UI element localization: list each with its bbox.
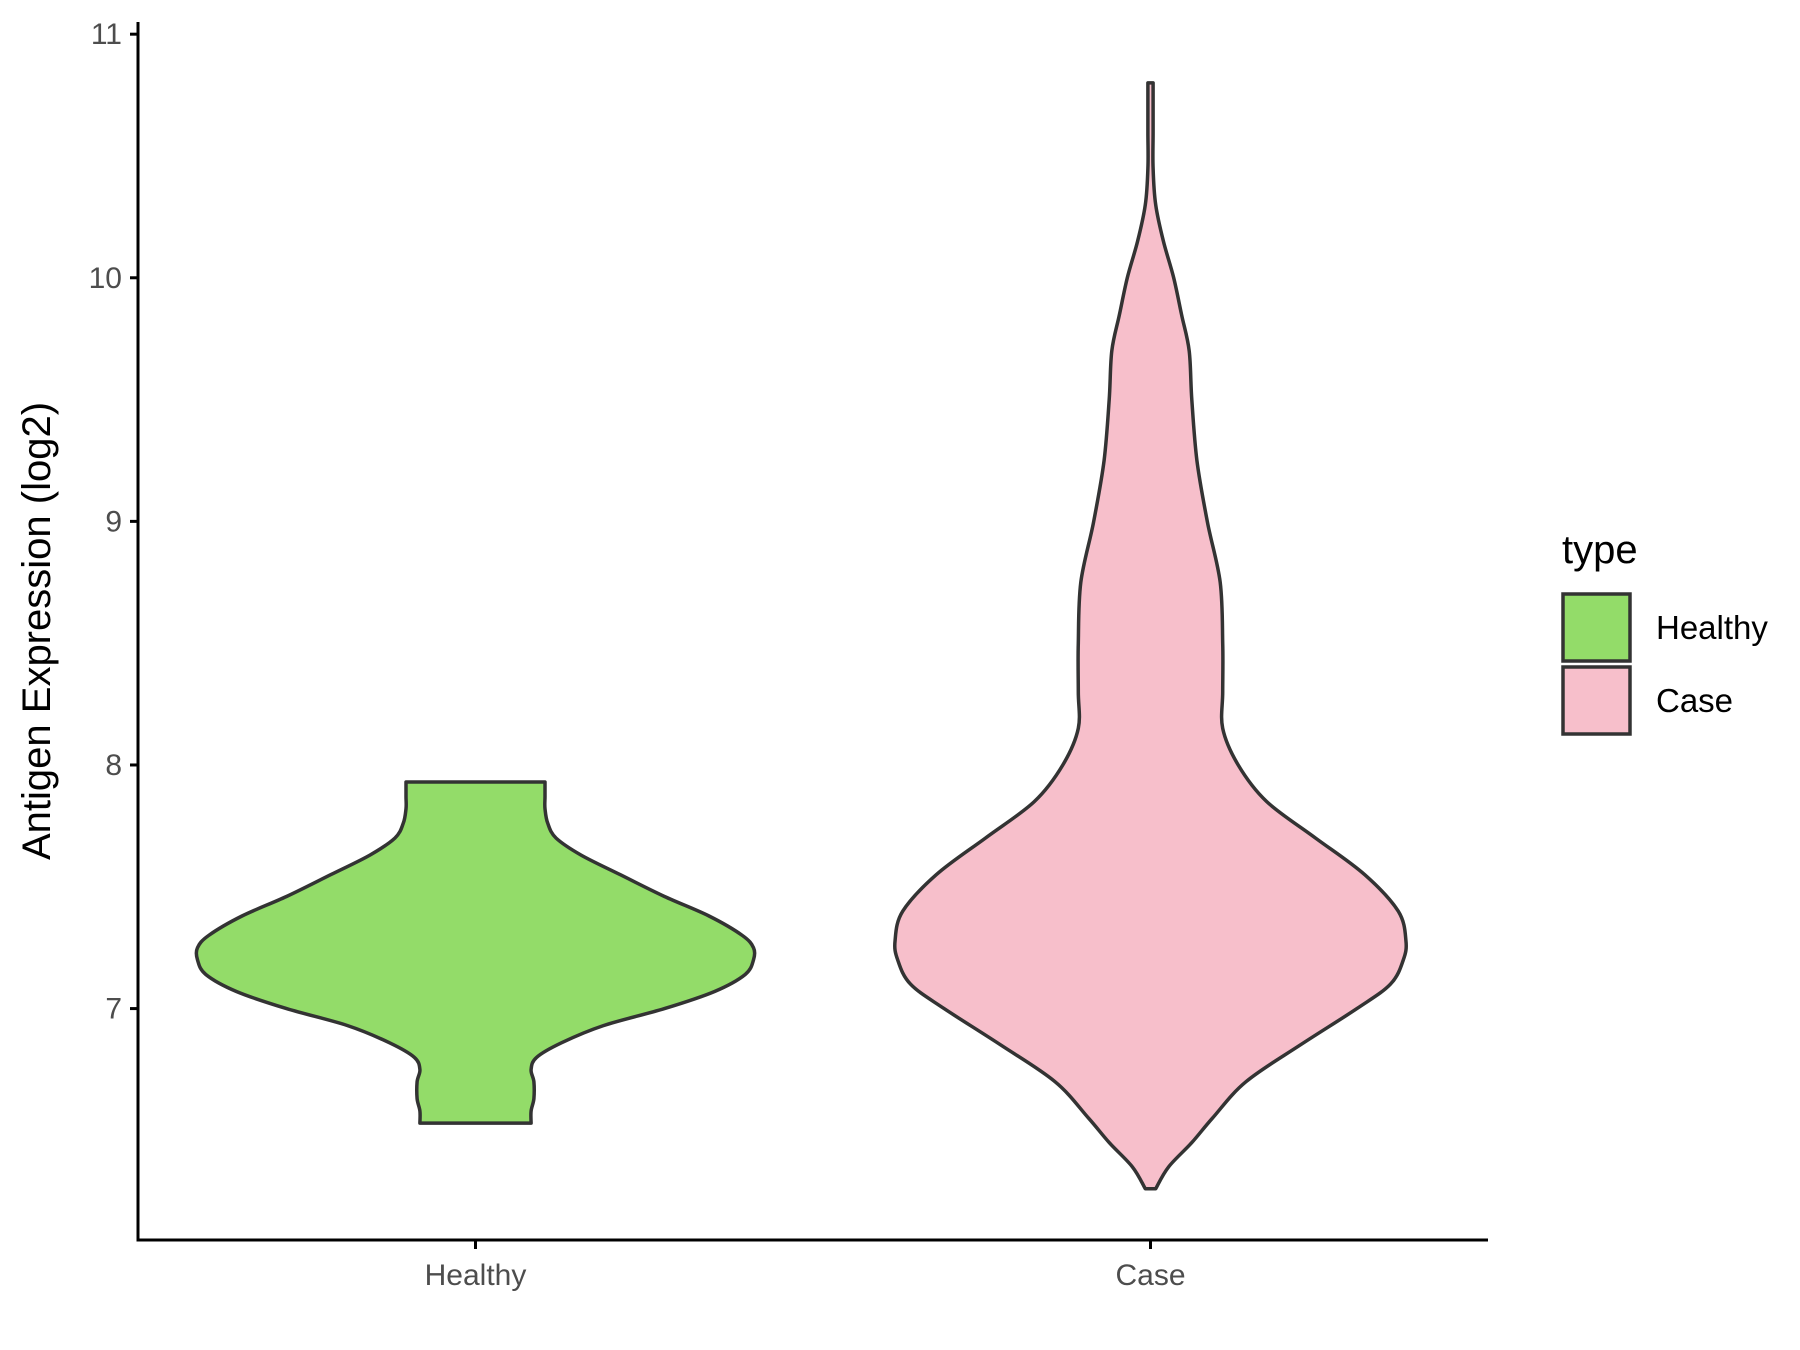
y-axis-title: Antigen Expression (log2) [15, 402, 59, 860]
legend-swatch-case [1561, 665, 1632, 736]
y-ticks-group: 7 8 9 10 11 [89, 18, 138, 1026]
legend-label-healthy: Healthy [1656, 609, 1768, 646]
x-tick-label: Case [1115, 1259, 1185, 1292]
legend-title: type [1562, 528, 1638, 572]
y-tick-label: 10 [89, 262, 122, 295]
violins-group [194, 81, 1408, 1191]
axes-group [136, 22, 1488, 1242]
y-tick-label: 9 [105, 505, 122, 538]
x-ticks-group: Healthy Case [425, 1240, 1186, 1292]
y-tick-label: 11 [91, 18, 122, 51]
violin-healthy [194, 780, 757, 1125]
violin-case [893, 81, 1408, 1191]
y-tick-label: 7 [105, 993, 122, 1026]
legend-swatch-healthy [1561, 592, 1632, 663]
legend-label-case: Case [1656, 682, 1733, 719]
legend: type Healthy Case [1561, 528, 1768, 736]
y-tick-label: 8 [105, 749, 122, 782]
x-tick-label: Healthy [425, 1259, 527, 1292]
